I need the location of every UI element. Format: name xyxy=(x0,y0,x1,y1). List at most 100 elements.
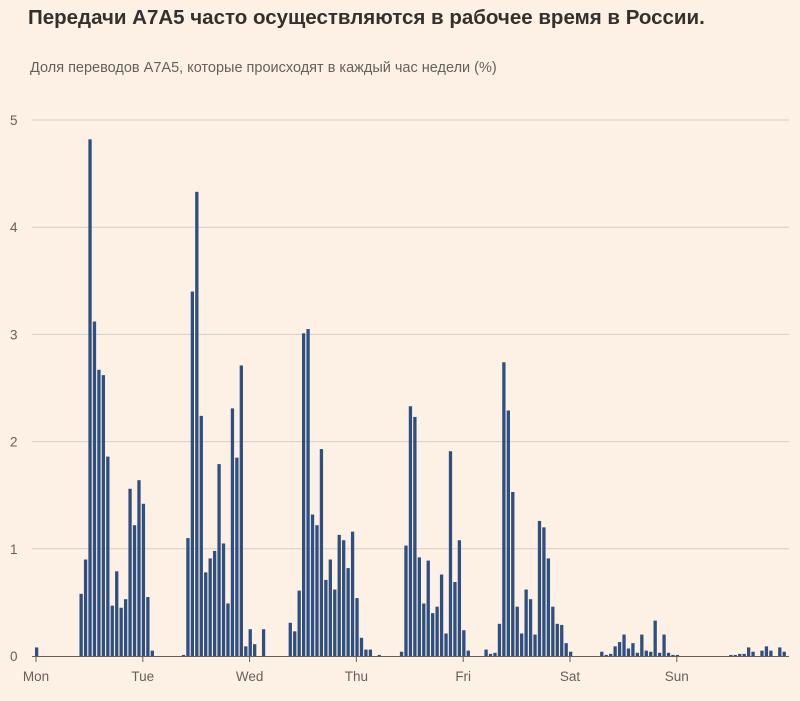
bar-hour-67 xyxy=(333,589,337,656)
bar-hour-143 xyxy=(671,654,675,656)
bar-hour-20 xyxy=(123,599,128,656)
bar-hour-58 xyxy=(293,631,297,656)
bar-hour-85 xyxy=(413,416,417,656)
bar-hour-141 xyxy=(662,634,666,656)
bar-hour-133 xyxy=(626,648,631,656)
bar-hour-142 xyxy=(666,652,671,656)
bar-hour-40 xyxy=(212,550,217,656)
bar-hour-92 xyxy=(444,633,448,656)
bar-hour-15 xyxy=(101,375,106,656)
bar-hour-167 xyxy=(778,647,782,656)
bar-hour-82 xyxy=(399,651,404,656)
bar-hour-75 xyxy=(368,649,373,656)
bar-hour-93 xyxy=(448,451,453,656)
bar-hour-47 xyxy=(244,646,248,656)
x-tick-label: Sat xyxy=(560,669,581,684)
bar-hour-107 xyxy=(511,491,515,656)
y-tick-label: 3 xyxy=(10,327,18,342)
bar-hour-139 xyxy=(653,620,657,656)
bar-hour-18 xyxy=(115,571,119,656)
bar-hour-64 xyxy=(319,449,324,656)
bar-hour-70 xyxy=(346,568,350,656)
bar-hour-105 xyxy=(502,362,506,656)
x-axis: Mon Tue Wed Thu Fri Sat Sun xyxy=(23,656,789,684)
bar-hour-129 xyxy=(609,653,613,656)
y-tick-label: 5 xyxy=(10,113,18,128)
bar-hour-11 xyxy=(83,559,88,656)
bar-hour-86 xyxy=(417,557,421,656)
bar-hour-159 xyxy=(742,653,746,656)
bar-hour-43 xyxy=(226,603,230,656)
y-tick-label: 2 xyxy=(10,435,18,450)
x-tick-label: Sun xyxy=(665,669,689,684)
bar-hour-109 xyxy=(520,633,524,656)
bar-hour-118 xyxy=(560,624,564,656)
bar-hour-119 xyxy=(564,643,568,656)
chart-subtitle: Доля переводов А7А5, которые происходят … xyxy=(30,60,497,76)
bar-hour-16 xyxy=(106,456,110,656)
bar-hour-12 xyxy=(88,139,92,657)
y-tick-label: 1 xyxy=(10,542,18,557)
bar-hour-102 xyxy=(488,653,493,656)
bar-hour-156 xyxy=(729,654,733,656)
x-tick-label: Tue xyxy=(131,669,154,684)
x-tick-label: Mon xyxy=(23,669,49,684)
bar-hour-140 xyxy=(657,652,662,656)
bar-hour-135 xyxy=(635,652,640,656)
bar-hour-35 xyxy=(190,291,195,656)
bar-hour-132 xyxy=(622,634,626,656)
bar-hour-71 xyxy=(350,531,355,656)
bar-hour-106 xyxy=(506,410,510,656)
bar-hour-48 xyxy=(248,629,252,656)
bar-hour-134 xyxy=(631,643,635,656)
bar-hour-17 xyxy=(110,605,114,656)
bar-hour-114 xyxy=(542,527,546,656)
bar-hour-88 xyxy=(426,560,430,656)
bar-hour-19 xyxy=(119,607,123,656)
bar-hour-42 xyxy=(221,543,226,656)
bar-hour-51 xyxy=(261,629,266,656)
bar-hour-77 xyxy=(377,654,381,656)
y-tick-label: 0 xyxy=(10,649,18,664)
bar-hour-136 xyxy=(640,634,644,656)
bar-hour-83 xyxy=(404,545,408,656)
bar-hour-59 xyxy=(297,590,301,656)
bar-hour-120 xyxy=(568,651,573,656)
bar-hour-116 xyxy=(551,606,555,656)
bar-hour-45 xyxy=(235,457,239,656)
bar-hour-65 xyxy=(324,579,328,656)
bar-hour-69 xyxy=(342,540,346,656)
bar-hour-103 xyxy=(493,652,497,656)
bar-hour-84 xyxy=(408,406,413,656)
bar-hour-57 xyxy=(288,622,292,656)
bar-hour-25 xyxy=(146,597,150,656)
bar-hour-37 xyxy=(199,415,203,656)
bar-hour-163 xyxy=(760,650,764,656)
bar-hour-112 xyxy=(533,634,537,656)
bar-hour-111 xyxy=(528,599,533,656)
bar-hour-144 xyxy=(675,654,680,656)
bar-hour-131 xyxy=(617,642,622,656)
bar-hour-24 xyxy=(141,503,146,656)
bar-hour-130 xyxy=(613,646,617,656)
bar-hour-95 xyxy=(457,540,462,656)
bar-hour-13 xyxy=(92,321,97,656)
bar-series xyxy=(34,139,786,657)
bar-hour-96 xyxy=(462,630,466,656)
y-tick-label: 4 xyxy=(10,220,18,235)
bar-hour-36 xyxy=(195,191,199,656)
bar-hour-158 xyxy=(738,653,742,656)
x-tick-label: Fri xyxy=(455,669,471,684)
bar-hour-22 xyxy=(132,525,137,656)
bar-hour-165 xyxy=(769,650,773,656)
bar-hour-66 xyxy=(328,559,332,656)
bar-hour-26 xyxy=(150,650,154,656)
bar-hour-0 xyxy=(34,647,39,656)
bar-hour-138 xyxy=(649,651,653,656)
bar-hour-164 xyxy=(764,646,769,656)
bar-hour-161 xyxy=(751,651,755,656)
bar-hour-33 xyxy=(181,654,186,656)
bar-hour-39 xyxy=(208,558,212,656)
bar-hour-101 xyxy=(484,649,488,656)
